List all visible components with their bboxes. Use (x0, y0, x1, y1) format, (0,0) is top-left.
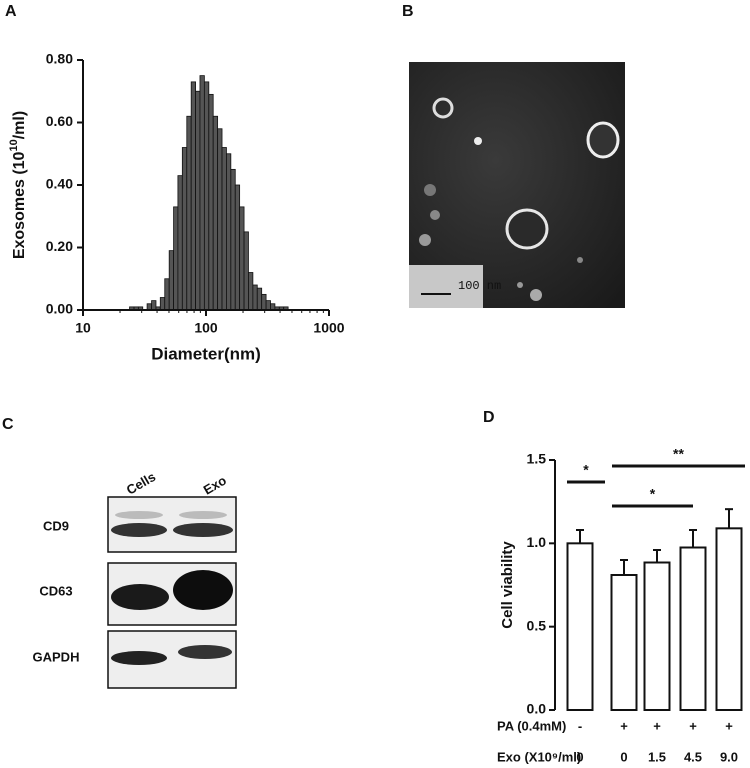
y-axis-label: Exosomes (1010/ml) (8, 111, 28, 259)
bar (199, 75, 205, 311)
x-tick-label: - (578, 718, 582, 733)
bar (212, 115, 219, 311)
bar (181, 147, 188, 311)
bar (173, 206, 179, 311)
bar (679, 546, 707, 711)
panel-label: D (483, 409, 495, 426)
blot-row: CD9 (43, 518, 69, 533)
x-tick-label: 10 (75, 320, 91, 336)
y-tick-label: 0.60 (46, 113, 73, 129)
scale-label: 100 nm (458, 279, 501, 293)
bar (252, 284, 258, 311)
significance-label: * (583, 462, 589, 478)
bar (248, 272, 254, 311)
panel-label: B (402, 3, 414, 20)
y-tick-label: 0.20 (46, 238, 73, 254)
x-tick-label: + (620, 718, 628, 733)
blot-column: Exo (201, 473, 229, 498)
y-tick-label: 1.0 (527, 534, 547, 550)
blot (107, 496, 237, 689)
x-tick-label: 1000 (313, 320, 344, 336)
x-tick-label: 0 (576, 749, 583, 764)
y-tick-label: 0.80 (46, 51, 73, 67)
y-axis-label-part: Exosomes (10 (11, 151, 28, 259)
bar (208, 93, 214, 311)
significance-label: * (650, 486, 656, 502)
x-tick-label: + (653, 718, 661, 733)
bar (566, 542, 594, 711)
bar (168, 250, 174, 311)
blot-row: CD63 (39, 583, 72, 598)
row-label: PA (0.4mM) (497, 718, 566, 733)
y-axis-label-part: /ml) (11, 111, 28, 139)
bar (256, 287, 263, 311)
x-tick-label: 1.5 (648, 749, 666, 764)
x-tick-label: 100 (194, 320, 218, 336)
x-axis-label: Diameter(nm) (151, 344, 261, 363)
panel-label: A (5, 3, 17, 20)
panel-label: C (2, 416, 14, 433)
bar (239, 206, 245, 311)
x-tick-label: 9.0 (720, 749, 738, 764)
blot-row: GAPDH (33, 649, 80, 664)
y-tick-label: 0.00 (46, 301, 73, 317)
bar (610, 574, 638, 711)
bar (715, 527, 743, 711)
bar (151, 300, 157, 311)
bar (164, 278, 170, 311)
tem-image (409, 62, 625, 308)
bar (243, 231, 249, 311)
bar (159, 297, 166, 311)
x-tick-label: + (725, 718, 733, 733)
bar (190, 81, 196, 311)
y-axis-label: Cell viability (499, 541, 516, 629)
bar (221, 147, 227, 311)
bar (195, 90, 201, 311)
bar (234, 184, 241, 311)
bar (265, 300, 271, 311)
bar (261, 293, 267, 311)
y-tick-label: 0.5 (527, 617, 547, 633)
y-tick-label: 0.0 (527, 701, 547, 717)
bar (203, 81, 210, 311)
y-axis-label-part: 10 (8, 139, 20, 151)
y-tick-label: 1.5 (527, 451, 547, 467)
bar (217, 128, 223, 311)
bar (230, 168, 236, 311)
bar (643, 561, 671, 711)
row-label: Exo (X10⁹/ml) (497, 749, 581, 764)
bar (186, 115, 192, 311)
x-tick-label: + (689, 718, 697, 733)
bar (226, 153, 232, 311)
significance-label: ** (673, 446, 684, 462)
x-tick-label: 0 (620, 749, 627, 764)
y-tick-label: 0.40 (46, 176, 73, 192)
blot-column: Cells (124, 469, 158, 498)
bar (177, 175, 183, 311)
x-tick-label: 4.5 (684, 749, 702, 764)
